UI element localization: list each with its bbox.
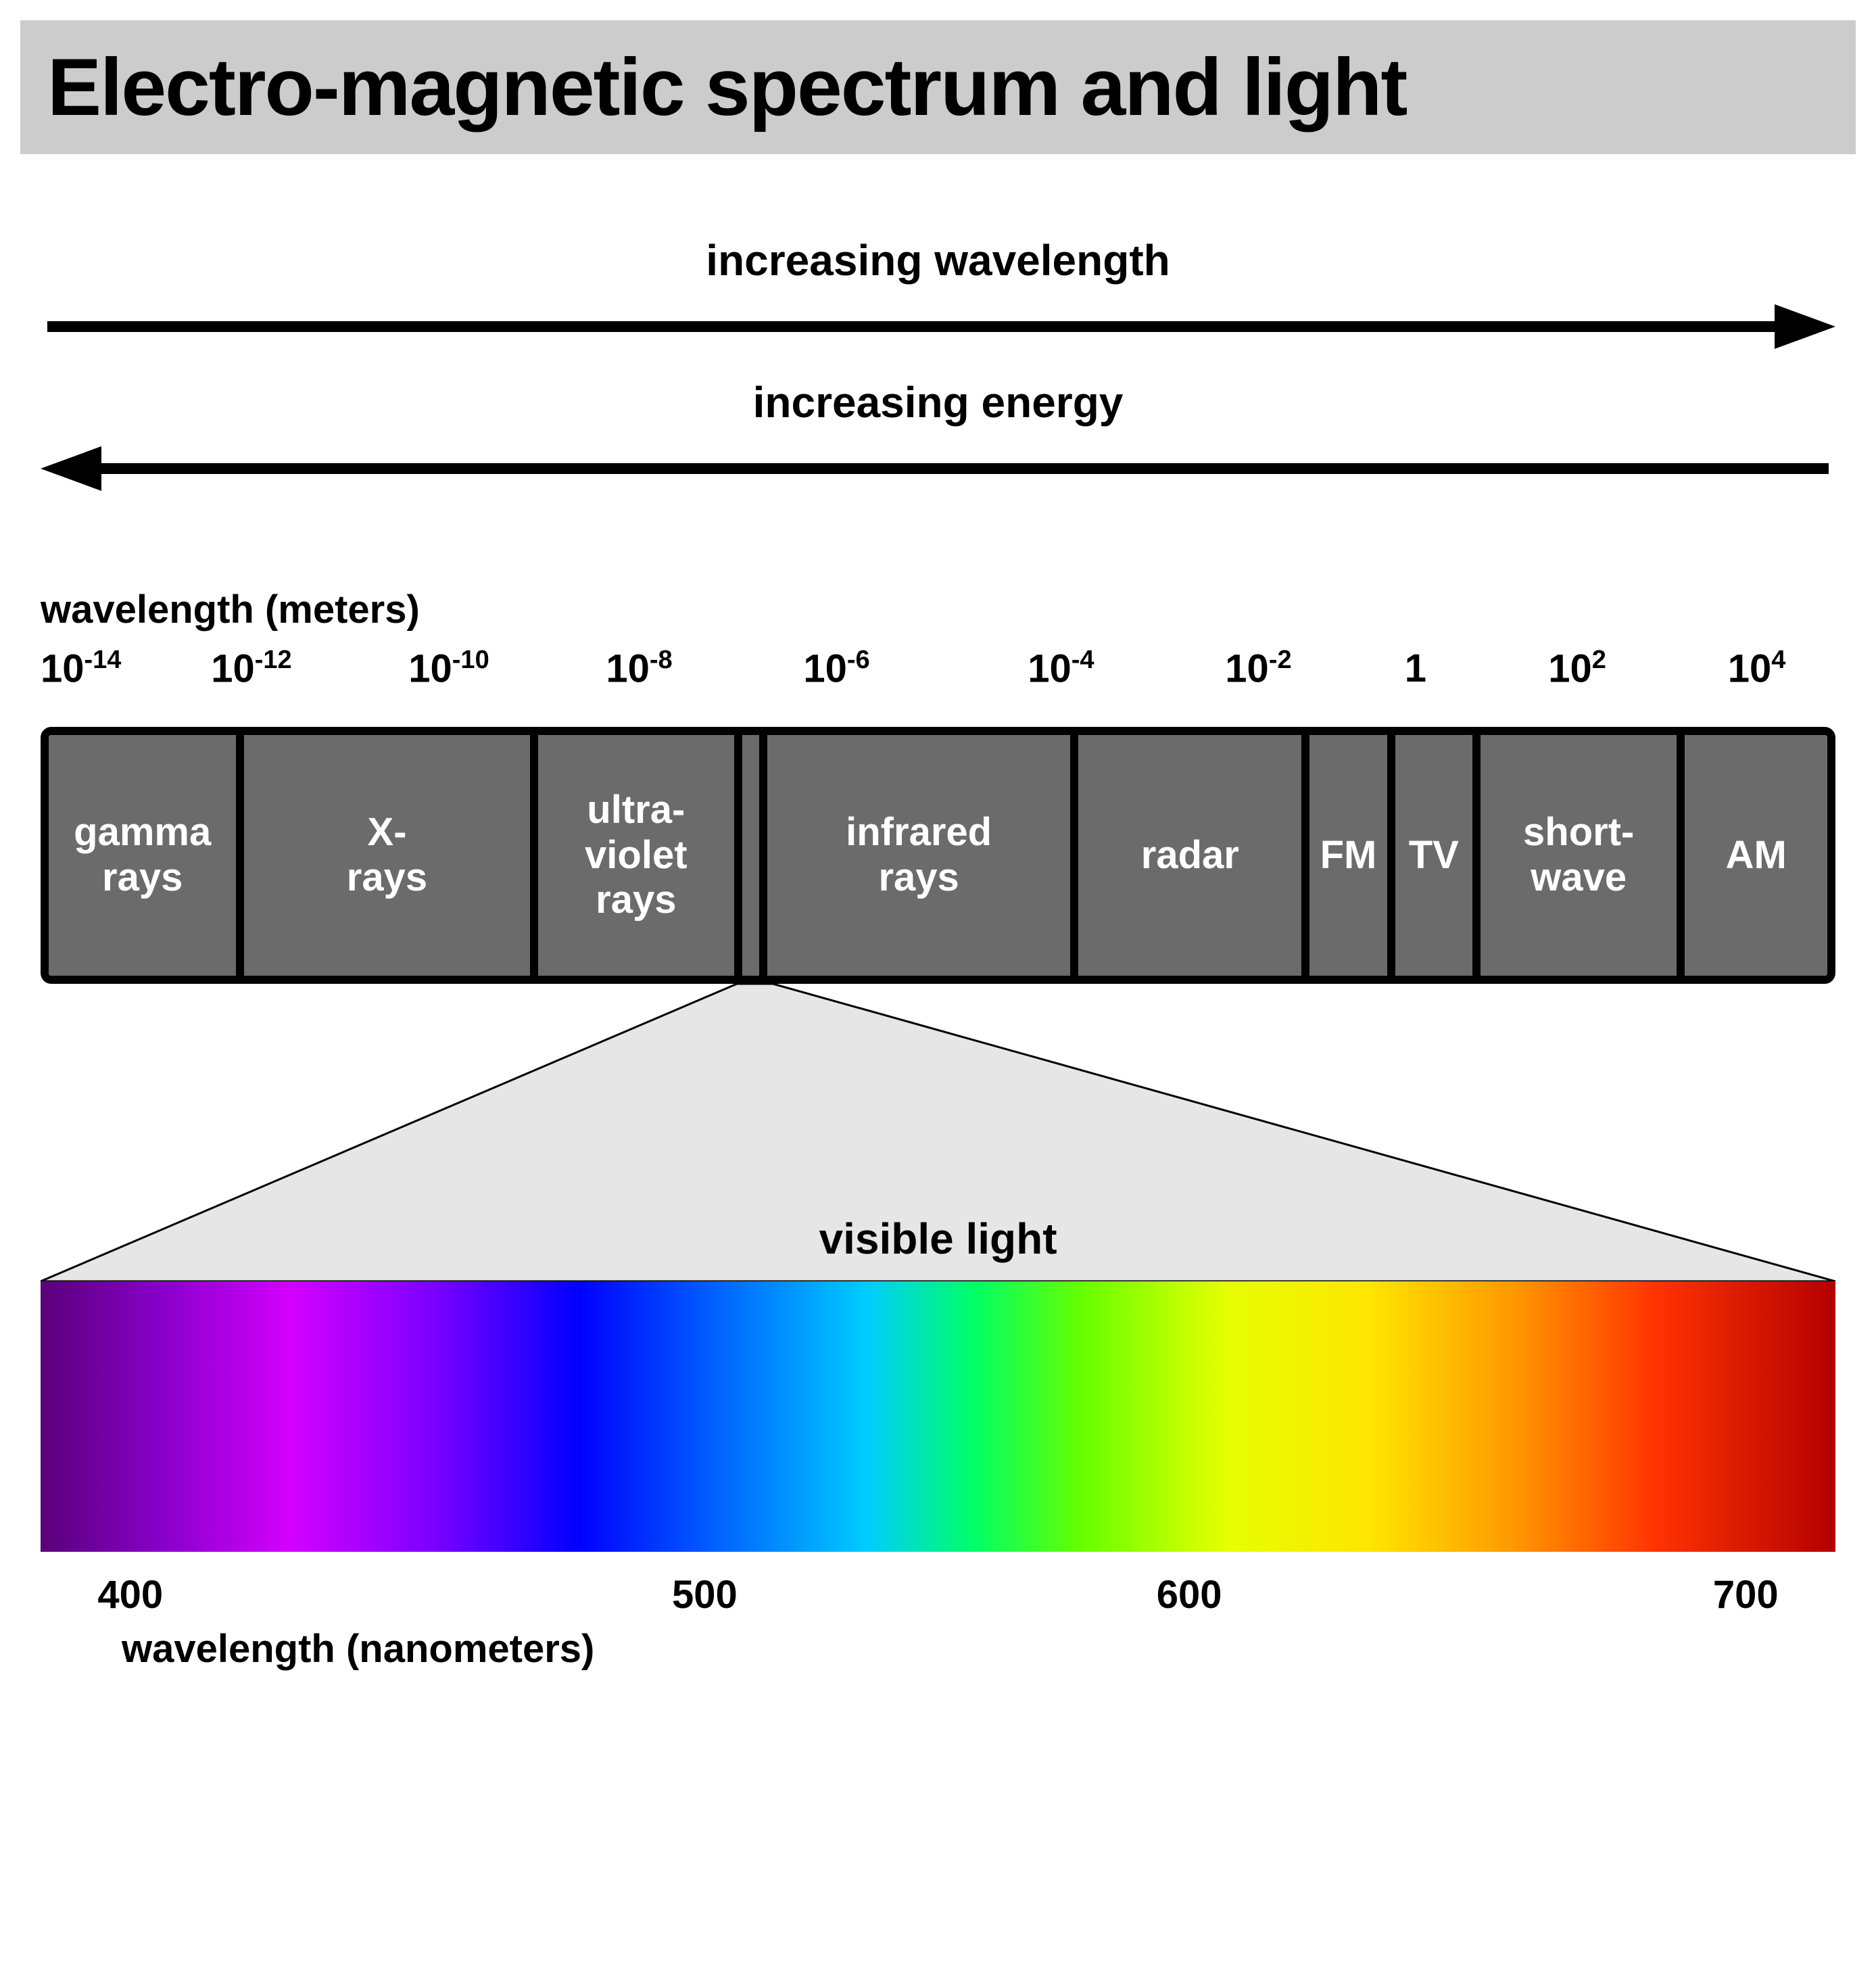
spectrum-band: short-wave [1481,735,1685,976]
nanometer-tick: 500 [672,1572,738,1617]
spectrum-band-row: gammaraysX-raysultra-violetraysinfraredr… [41,727,1835,984]
nanometer-tick: 600 [1157,1572,1222,1617]
spectrum-band: X-rays [244,735,537,976]
spectrum-band: FM [1309,735,1395,976]
wavelength-arrow-label: increasing wavelength [41,235,1835,285]
wavelength-unit-label: wavelength (meters) [41,587,1835,632]
wavelength-tick: 1 [1405,646,1426,691]
wavelength-tick: 10-4 [1028,646,1094,691]
visible-zoom-area: visible light [41,984,1835,1281]
wavelength-tick: 10-6 [803,646,869,691]
energy-arrow-label: increasing energy [41,377,1835,427]
energy-arrow-icon [41,438,1835,499]
spectrum-band: AM [1685,735,1827,976]
wavelength-tick: 104 [1728,646,1786,691]
visible-light-label: visible light [41,1214,1835,1264]
spectrum-band [742,735,767,976]
wavelength-scale-section: wavelength (meters) 10-1410-1210-1010-81… [41,587,1835,984]
wavelength-tick: 10-8 [606,646,672,691]
nanometer-tick: 400 [97,1572,163,1617]
wavelength-tick: 10-12 [211,646,291,691]
spectrum-band: radar [1078,735,1309,976]
spectrum-band: ultra-violetrays [538,735,743,976]
spectrum-band: TV [1395,735,1481,976]
wavelength-arrow-block: increasing wavelength [41,235,1835,357]
visible-spectrum-bar [41,1281,1835,1552]
direction-arrows: increasing wavelength increasing energy [41,235,1835,499]
spectrum-band: gammarays [49,735,244,976]
energy-arrow-block: increasing energy [41,377,1835,499]
nanometer-ticks: 400 500 600 700 [41,1572,1835,1626]
wavelength-ticks: 10-14 10-12 10-10 10-8 10-6 10-4 10-2 1 102 104 [41,646,1835,720]
nanometer-tick: 700 [1713,1572,1779,1617]
wavelength-tick: 102 [1548,646,1606,691]
wavelength-tick: 10-14 [41,646,121,691]
page-title: Electro-magnetic spectrum and light [47,41,1829,134]
wavelength-arrow-icon [41,296,1835,357]
nanometer-unit-label: wavelength (nanometers) [41,1626,1835,1671]
spectrum-band: infraredrays [767,735,1078,976]
title-bar: Electro-magnetic spectrum and light [20,20,1856,154]
wavelength-tick: 10-2 [1225,646,1291,691]
wavelength-tick: 10-10 [408,646,489,691]
